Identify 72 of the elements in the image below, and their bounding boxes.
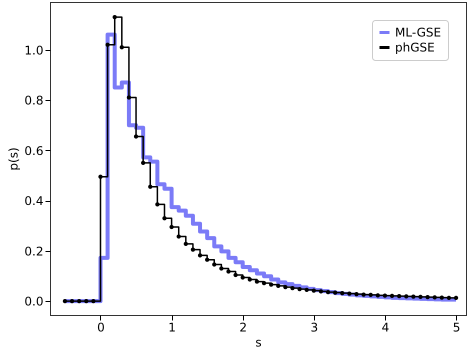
point xyxy=(120,45,124,50)
point xyxy=(276,284,280,288)
y-axis-title: p(s) xyxy=(6,147,20,171)
point xyxy=(155,202,160,206)
point xyxy=(226,269,231,274)
point xyxy=(361,292,366,297)
point xyxy=(176,234,181,239)
point xyxy=(397,294,402,298)
point xyxy=(368,292,373,298)
point xyxy=(190,248,196,252)
point xyxy=(326,290,330,294)
y-tick-label: 1.0 xyxy=(24,43,44,58)
point xyxy=(418,294,423,300)
point xyxy=(290,286,295,290)
point xyxy=(105,42,110,47)
point xyxy=(446,296,452,300)
y-tick-label: 0.8 xyxy=(24,94,44,108)
point xyxy=(184,242,188,246)
legend-label: phGSE xyxy=(395,40,435,54)
x-tick-label: 1 xyxy=(168,320,176,334)
x-tick-label: 4 xyxy=(382,320,390,334)
y-tick-label: 0.0 xyxy=(24,294,44,309)
point xyxy=(304,288,309,292)
x-tick-label: 3 xyxy=(310,320,318,334)
point xyxy=(112,14,117,20)
point xyxy=(425,295,430,300)
y-tick-label: 0.4 xyxy=(24,194,44,208)
point xyxy=(134,134,138,139)
x-tick-label: 5 xyxy=(452,320,460,334)
point xyxy=(354,292,359,296)
y-tick-label: 0.6 xyxy=(24,144,44,158)
point xyxy=(297,286,302,292)
point xyxy=(347,292,352,296)
point xyxy=(411,294,416,299)
point xyxy=(212,262,216,267)
point xyxy=(283,284,288,290)
point xyxy=(148,184,152,189)
point xyxy=(162,216,167,220)
point xyxy=(318,289,324,294)
point xyxy=(141,160,146,166)
point xyxy=(432,295,437,300)
point xyxy=(84,299,88,304)
point xyxy=(248,277,252,282)
point xyxy=(390,294,394,298)
point xyxy=(340,291,344,296)
point xyxy=(254,279,260,284)
point xyxy=(198,253,202,258)
point xyxy=(77,299,82,304)
point xyxy=(91,299,96,304)
x-axis-title: s xyxy=(255,336,262,350)
point xyxy=(70,299,74,304)
point xyxy=(62,299,68,304)
point xyxy=(382,294,388,298)
x-tick-label: 2 xyxy=(239,320,248,334)
point xyxy=(240,275,245,280)
point xyxy=(454,296,458,300)
point xyxy=(126,95,132,100)
point xyxy=(376,293,380,298)
point xyxy=(440,296,444,300)
point xyxy=(269,282,274,287)
point xyxy=(312,288,316,293)
point xyxy=(205,258,210,262)
point xyxy=(333,290,338,295)
point xyxy=(98,174,103,179)
point xyxy=(219,266,224,271)
point xyxy=(404,294,408,299)
point xyxy=(169,224,174,230)
point xyxy=(233,272,238,278)
y-tick-label: 0.2 xyxy=(24,244,44,258)
legend-label: ML-GSE xyxy=(395,26,442,40)
point xyxy=(262,280,266,286)
x-tick-label: 0 xyxy=(97,320,105,334)
